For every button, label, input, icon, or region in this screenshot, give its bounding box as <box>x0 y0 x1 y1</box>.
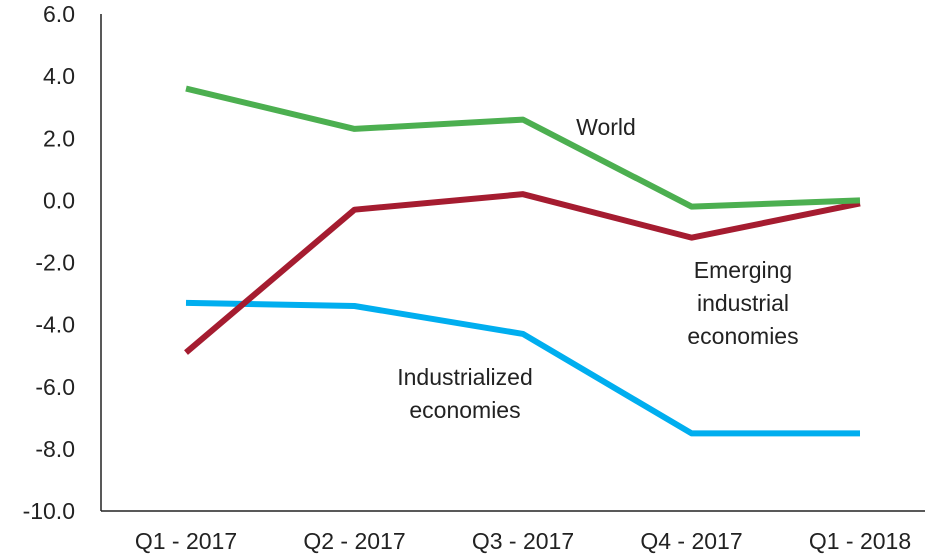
y-tick-label: -6.0 <box>35 374 75 400</box>
series-annotations: World Emerging industrial economies Industri… <box>397 114 798 423</box>
y-tick-label: -4.0 <box>35 312 75 338</box>
label-industrialized: Industrialized <box>397 364 533 390</box>
label-world: World <box>576 114 636 140</box>
series-lines <box>184 85 861 437</box>
y-tick-label: 6.0 <box>43 1 75 27</box>
y-tick-label: -2.0 <box>35 250 75 276</box>
label-emerging: industrial <box>697 290 789 316</box>
x-tick-label: Q1 - 2018 <box>809 528 911 554</box>
x-tick-label: Q3 - 2017 <box>472 528 574 554</box>
y-tick-label: 4.0 <box>43 63 75 89</box>
label-industrialized: economies <box>409 397 520 423</box>
x-tick-label: Q4 - 2017 <box>640 528 742 554</box>
y-tick-label: -8.0 <box>35 436 75 462</box>
axes: 6.0 4.0 2.0 0.0 -2.0 -4.0 -6.0 -8.0 -10.0 Q1 - 20… <box>23 1 925 554</box>
y-tick-label: 0.0 <box>43 187 75 213</box>
x-tick-label: Q1 - 2017 <box>135 528 237 554</box>
y-tick-label: -10.0 <box>23 498 75 524</box>
label-emerging: economies <box>687 323 798 349</box>
y-tick-label: 2.0 <box>43 125 75 151</box>
x-tick-label: Q2 - 2017 <box>303 528 405 554</box>
label-emerging: Emerging <box>694 257 792 283</box>
series-line-world <box>185 85 861 210</box>
